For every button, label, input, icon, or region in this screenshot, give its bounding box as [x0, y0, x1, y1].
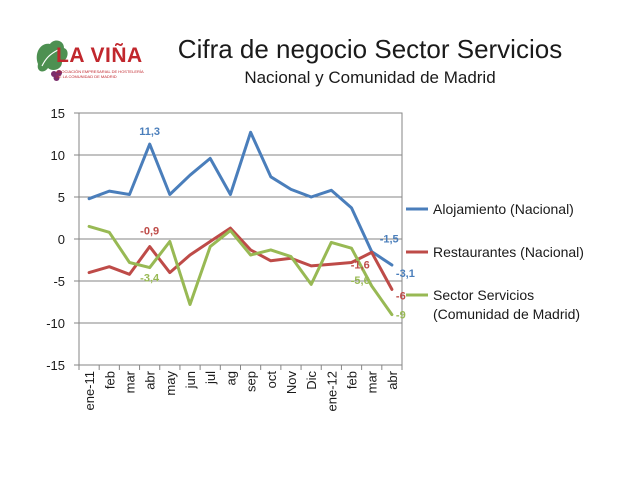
legend-label: Restaurantes (Nacional): [433, 244, 584, 260]
x-tick-label: jun: [183, 371, 198, 389]
x-tick-label: sep: [244, 371, 259, 392]
chart-title: Cifra de negocio Sector Servicios: [177, 34, 563, 64]
data-label: -6: [396, 290, 406, 302]
la-vina-logo: LA VIÑA ASOCIACIÓN EMPRESARIAL DE HOSTEL…: [32, 36, 144, 82]
x-tick-label: ene-11: [82, 371, 97, 411]
x-tick-label: oct: [264, 371, 279, 389]
y-tick-label: 10: [51, 148, 65, 163]
series-line: [87, 224, 394, 317]
legend-label: Alojamiento (Nacional): [433, 201, 574, 217]
data-label: -0,9: [140, 226, 159, 238]
y-tick-label: 0: [58, 232, 65, 247]
data-label: -3,1: [396, 268, 415, 280]
logo-subtext-1: ASOCIACIÓN EMPRESARIAL DE HOSTELERÍA: [56, 69, 144, 74]
x-tick-label: feb: [345, 371, 360, 389]
y-tick-label: 15: [51, 106, 65, 121]
x-tick-label: feb: [102, 371, 117, 389]
series-line: [87, 130, 394, 267]
x-tick-label: Dic: [304, 371, 319, 390]
data-label: -3,4: [140, 273, 160, 285]
x-tick-label: abr: [385, 370, 400, 389]
data-label: 11,3: [139, 126, 160, 138]
x-tick-label: jul: [203, 371, 218, 385]
logo-subtext-2: DE LA COMUNIDAD DE MADRID: [56, 74, 117, 79]
series-line: [87, 226, 394, 291]
x-tick-label: mar: [122, 370, 137, 393]
x-tick-label: Nov: [284, 371, 299, 395]
x-tick-label: ag: [223, 371, 238, 385]
data-label: -9: [396, 310, 406, 322]
x-tick-label: may: [163, 371, 178, 396]
data-label: -5,6: [351, 275, 370, 287]
legend-label: Sector Servicios: [433, 287, 534, 303]
y-tick-label: -10: [46, 316, 65, 331]
y-tick-label: 5: [58, 190, 65, 205]
x-tick-label: mar: [365, 370, 380, 393]
legend-label: (Comunidad de Madrid): [433, 306, 580, 322]
chart-subtitle: Nacional y Comunidad de Madrid: [244, 68, 496, 87]
data-label: -1,6: [351, 259, 370, 271]
grape-leaf-icon: [36, 40, 68, 81]
x-tick-label: abr: [143, 370, 158, 389]
y-tick-label: -5: [53, 274, 65, 289]
y-tick-label: -15: [46, 358, 65, 373]
data-label: -1,5: [380, 234, 399, 246]
x-tick-label: ene-12: [324, 371, 339, 411]
logo-name: LA VIÑA: [56, 44, 143, 67]
